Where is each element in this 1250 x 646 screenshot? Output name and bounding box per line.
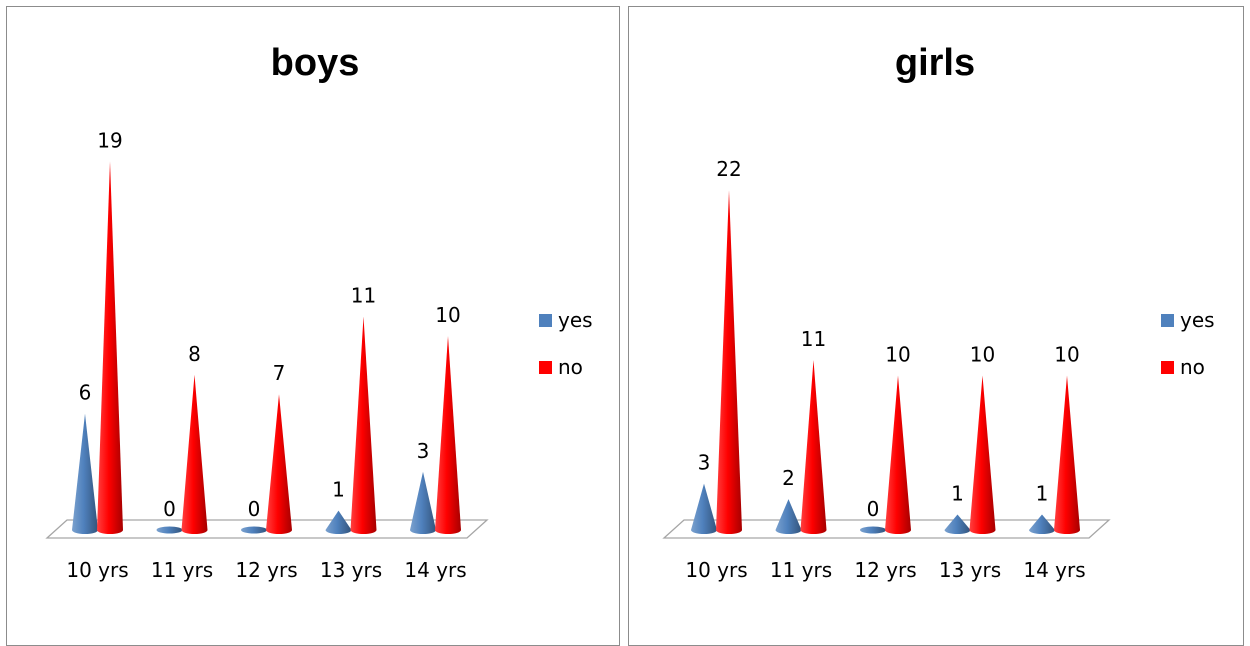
cone-body — [435, 336, 461, 534]
cone-yes-12-yrs — [860, 526, 886, 534]
chart-panel-boys: boys 6 19 10 yrs 0 8 11 yrs 0 7 12 yrs 1 11 13 yrs 3 1… — [6, 6, 620, 646]
data-label-yes-14-yrs: 1 — [1036, 482, 1049, 506]
cone-body — [410, 471, 436, 534]
chart-panel-girls: girls 3 22 10 yrs 2 11 11 yrs 0 10 12 yrs 1 10 13 yr… — [628, 6, 1244, 646]
data-label-no-10-yrs: 19 — [97, 128, 122, 152]
data-label-yes-10-yrs: 3 — [698, 451, 711, 475]
cone-body — [350, 316, 377, 534]
data-label-no-14-yrs: 10 — [1054, 343, 1079, 367]
data-label-yes-11-yrs: 2 — [782, 466, 795, 490]
chart-title: girls — [895, 42, 975, 84]
category-label: 12 yrs — [854, 558, 916, 582]
cone-yes-10-yrs — [72, 413, 98, 534]
cone-body — [1029, 514, 1055, 534]
data-label-yes-13-yrs: 1 — [332, 478, 345, 502]
data-label-yes-12-yrs: 0 — [867, 497, 880, 521]
chart-girls: girls 3 22 10 yrs 2 11 11 yrs 0 10 12 yrs 1 10 13 yr… — [662, 42, 1215, 582]
cone-yes-13-yrs — [944, 514, 971, 534]
legend-swatch-no — [1161, 361, 1174, 374]
data-label-yes-10-yrs: 6 — [79, 381, 92, 405]
data-label-no-12-yrs: 10 — [885, 343, 910, 367]
cone-body — [800, 360, 827, 534]
legend-label-yes: yes — [1180, 308, 1215, 332]
legend-label-yes: yes — [558, 308, 593, 332]
cone-no-10-yrs — [97, 161, 123, 534]
data-label-no-13-yrs: 10 — [970, 343, 995, 367]
data-label-no-10-yrs: 22 — [716, 157, 741, 181]
legend-label-no: no — [1180, 355, 1205, 379]
data-label-no-11-yrs: 8 — [188, 342, 201, 366]
cone-body — [885, 375, 911, 534]
cone-yes-14-yrs — [1029, 514, 1055, 534]
cone-no-14-yrs — [435, 336, 461, 534]
cone-yes-11-yrs — [156, 526, 183, 534]
data-label-yes-14-yrs: 3 — [417, 439, 430, 463]
category-label: 10 yrs — [685, 558, 747, 582]
category-label: 10 yrs — [66, 558, 128, 582]
cone-body — [969, 375, 996, 534]
cone-body — [716, 190, 742, 534]
cone-yes-11-yrs — [775, 499, 802, 534]
data-label-yes-11-yrs: 0 — [163, 497, 176, 521]
cone-body — [944, 514, 971, 534]
data-label-no-12-yrs: 7 — [273, 361, 286, 385]
cone-no-11-yrs — [181, 374, 208, 534]
cone-no-14-yrs — [1054, 375, 1080, 534]
cone-no-12-yrs — [885, 375, 911, 534]
data-label-no-14-yrs: 10 — [435, 303, 460, 327]
cone-body — [691, 483, 717, 534]
legend-swatch-no — [539, 361, 552, 374]
chart-title: boys — [271, 42, 360, 84]
cone-body — [266, 394, 292, 534]
cone-no-13-yrs — [350, 316, 377, 534]
category-label: 13 yrs — [939, 558, 1001, 582]
cone-no-11-yrs — [800, 360, 827, 534]
cone-no-12-yrs — [266, 394, 292, 534]
legend-swatch-yes — [1161, 314, 1174, 327]
cone-body — [325, 510, 352, 534]
data-label-no-13-yrs: 11 — [351, 284, 376, 308]
cone-body — [72, 413, 98, 534]
chart-floor — [662, 519, 1111, 539]
cone-yes-12-yrs — [241, 526, 267, 534]
cone-body — [1054, 375, 1080, 534]
cone-no-10-yrs — [716, 190, 742, 534]
category-label: 14 yrs — [404, 558, 466, 582]
legend-label-no: no — [558, 355, 583, 379]
cone-body — [181, 374, 208, 534]
data-label-yes-12-yrs: 0 — [248, 497, 261, 521]
category-label: 13 yrs — [320, 558, 382, 582]
legend-swatch-yes — [539, 314, 552, 327]
data-label-yes-13-yrs: 1 — [951, 482, 964, 506]
cone-no-13-yrs — [969, 375, 996, 534]
cone-yes-14-yrs — [410, 471, 436, 534]
data-label-no-11-yrs: 11 — [801, 327, 826, 351]
cone-body — [97, 161, 123, 534]
category-label: 12 yrs — [235, 558, 297, 582]
category-label: 11 yrs — [151, 558, 213, 582]
category-label: 14 yrs — [1023, 558, 1085, 582]
chart-floor — [45, 519, 489, 539]
cone-body — [775, 499, 802, 534]
category-label: 11 yrs — [770, 558, 832, 582]
cone-yes-10-yrs — [691, 483, 717, 534]
cone-yes-13-yrs — [325, 510, 352, 534]
